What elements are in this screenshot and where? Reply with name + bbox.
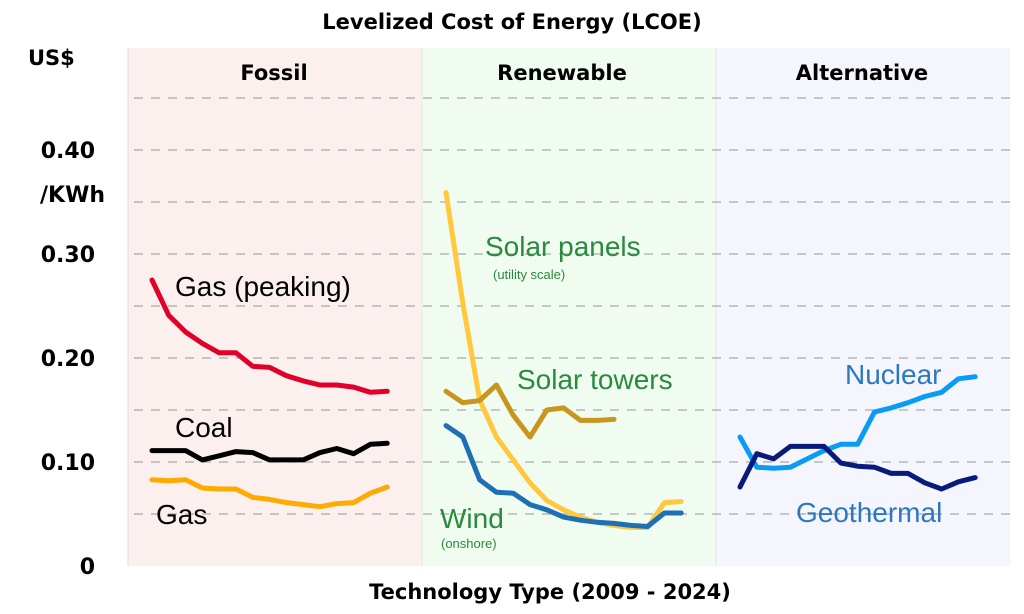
label-geothermal: Geothermal xyxy=(796,497,942,528)
label-gas-peaking: Gas (peaking) xyxy=(175,271,351,302)
label-nuclear: Nuclear xyxy=(845,359,941,390)
y-tick-label: 0.30 xyxy=(41,243,95,268)
series-line-nuclear xyxy=(737,374,978,471)
panel-title-renewable: Renewable xyxy=(497,61,627,85)
y-unit-label: US$ xyxy=(28,46,75,70)
panel-title-alternative: Alternative xyxy=(796,61,928,85)
y-tick-label: 0.40 xyxy=(41,139,95,164)
y-tick-label: 0.10 xyxy=(41,451,95,476)
series-line-geothermal xyxy=(737,443,978,492)
label-solar-panels: Solar panels xyxy=(485,231,641,262)
chart-title: Levelized Cost of Energy (LCOE) xyxy=(322,10,701,34)
series-line-gas-peaking xyxy=(149,277,390,395)
series-line-gas xyxy=(149,477,390,510)
y-tick-label: 0.20 xyxy=(41,347,95,372)
panel-bg-alternative xyxy=(716,48,1010,566)
label-coal: Coal xyxy=(175,412,233,443)
label-wind-sub: (onshore) xyxy=(441,536,497,551)
series-line-coal xyxy=(149,440,390,463)
y-per-label: /KWh xyxy=(40,183,105,208)
series-line-solar-towers xyxy=(443,382,617,440)
label-solar-towers: Solar towers xyxy=(517,364,673,395)
panel-title-fossil: Fossil xyxy=(240,61,307,85)
panel-bg-renewable xyxy=(422,48,716,566)
label-wind: Wind xyxy=(440,503,504,534)
y-tick-label: 0 xyxy=(80,555,95,580)
x-axis-label: Technology Type (2009 - 2024) xyxy=(369,580,731,604)
series-line-wind xyxy=(443,423,684,529)
label-solar-panels-sub: (utility scale) xyxy=(493,267,565,282)
label-gas: Gas xyxy=(156,499,207,530)
